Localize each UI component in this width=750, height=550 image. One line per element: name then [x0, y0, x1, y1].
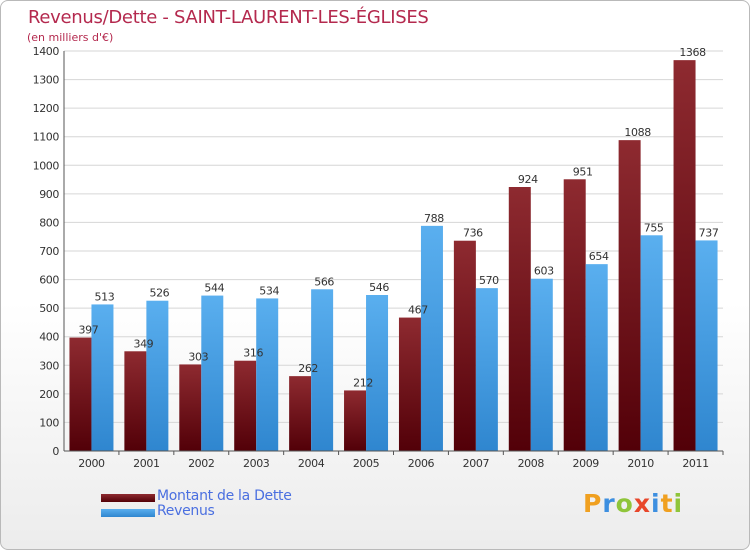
data-label-revenus: 654 — [589, 250, 609, 263]
data-label-revenus: 603 — [534, 265, 554, 278]
data-label-revenus: 737 — [699, 226, 719, 239]
bar-dette — [234, 360, 257, 451]
y-tick-label: 1100 — [33, 131, 60, 144]
legend-swatch-revenus — [101, 509, 155, 517]
bar-dette — [453, 240, 476, 451]
data-label-revenus: 755 — [644, 221, 664, 234]
bar-revenus — [695, 240, 718, 451]
data-label-revenus: 544 — [204, 282, 224, 295]
bar-dette — [563, 179, 586, 452]
y-tick-label: 1200 — [33, 102, 60, 115]
bar-dette — [124, 351, 147, 451]
data-label-revenus: 788 — [424, 212, 444, 225]
x-tick-label: 2003 — [243, 457, 270, 470]
bar-revenus — [640, 235, 663, 451]
logo-letter: r — [602, 489, 616, 518]
data-label-dette: 951 — [573, 165, 593, 178]
bar-dette — [179, 364, 202, 451]
data-label-revenus: 566 — [314, 275, 334, 288]
chart-subtitle: (en milliers d'€) — [27, 31, 114, 44]
legend-label-dette: Montant de la Dette — [157, 488, 292, 504]
data-label-dette: 1088 — [624, 126, 651, 139]
logo-letter: x — [633, 489, 651, 518]
y-tick-label: 800 — [39, 216, 59, 229]
data-label-revenus: 513 — [95, 290, 115, 303]
chart-title: Revenus/Dette - SAINT-LAURENT-LES-ÉGLISE… — [28, 7, 429, 28]
bar-revenus — [585, 264, 608, 451]
bar-dette — [344, 390, 367, 451]
x-tick-label: 2009 — [573, 457, 600, 470]
bar-dette — [673, 60, 696, 452]
x-tick-label: 2008 — [518, 457, 545, 470]
x-tick-label: 2006 — [408, 457, 435, 470]
bar-revenus — [201, 295, 224, 451]
bar-dette — [289, 376, 312, 451]
y-tick-label: 300 — [39, 359, 59, 372]
bar-revenus — [311, 289, 334, 451]
y-tick-label: 400 — [39, 331, 59, 344]
y-tick-label: 900 — [39, 188, 59, 201]
y-tick-label: 1000 — [33, 159, 60, 172]
bar-revenus — [475, 288, 498, 451]
y-tick-label: 100 — [39, 416, 59, 429]
x-tick-label: 2000 — [78, 457, 105, 470]
logo-letter: o — [615, 489, 634, 518]
data-label-revenus: 526 — [149, 287, 169, 300]
bar-dette — [618, 140, 641, 451]
data-label-dette: 397 — [79, 324, 99, 337]
y-tick-label: 700 — [39, 245, 59, 258]
data-label-dette: 212 — [353, 376, 373, 389]
data-label-dette: 349 — [133, 337, 153, 350]
proxiti-logo: Proxiti — [583, 489, 683, 518]
data-label-dette: 467 — [408, 304, 428, 317]
data-label-revenus: 534 — [259, 284, 279, 297]
logo-letter: i — [673, 489, 684, 518]
bar-dette — [508, 187, 531, 451]
data-label-dette: 262 — [298, 362, 318, 375]
y-tick-label: 1300 — [33, 74, 60, 87]
bar-revenus — [530, 278, 553, 451]
legend-swatch-dette — [101, 494, 155, 502]
bar-revenus — [420, 225, 443, 451]
data-label-dette: 316 — [243, 347, 263, 360]
y-tick-label: 1400 — [33, 45, 60, 58]
logo-letter: P — [583, 489, 603, 518]
x-tick-label: 2004 — [298, 457, 325, 470]
data-label-dette: 303 — [188, 350, 208, 363]
x-tick-label: 2011 — [682, 457, 708, 470]
bar-dette — [398, 317, 421, 451]
data-label-dette: 1368 — [679, 46, 706, 59]
x-tick-label: 2010 — [627, 457, 654, 470]
bar-dette — [69, 337, 92, 451]
bar-revenus — [146, 300, 169, 451]
bar-revenus — [91, 304, 114, 451]
x-tick-label: 2007 — [463, 457, 490, 470]
logo-letter: i — [651, 489, 661, 518]
x-tick-label: 2001 — [133, 457, 159, 470]
data-label-revenus: 570 — [479, 274, 499, 287]
bar-revenus — [256, 298, 279, 451]
y-tick-label: 0 — [52, 445, 59, 458]
x-tick-label: 2002 — [188, 457, 214, 470]
data-label-dette: 736 — [463, 227, 483, 240]
data-label-revenus: 546 — [369, 281, 389, 294]
x-tick-label: 2005 — [353, 457, 380, 470]
data-label-dette: 924 — [518, 173, 538, 186]
bar-revenus — [366, 295, 389, 451]
logo-letter: t — [660, 489, 674, 518]
y-tick-label: 500 — [39, 302, 59, 315]
legend-label-revenus: Revenus — [157, 503, 215, 519]
y-tick-label: 200 — [39, 388, 59, 401]
y-tick-label: 600 — [39, 274, 59, 287]
